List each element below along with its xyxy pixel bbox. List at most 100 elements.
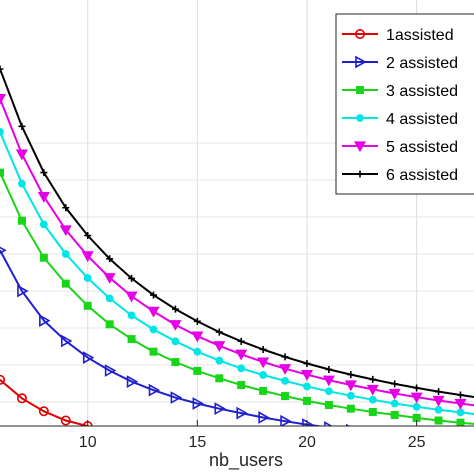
data-point xyxy=(0,128,4,136)
x-ticks: 10 15 20 25 xyxy=(79,420,426,451)
data-point xyxy=(215,374,224,383)
data-point xyxy=(435,434,444,444)
data-point xyxy=(410,392,423,404)
series-2 xyxy=(0,246,444,444)
data-point xyxy=(302,396,311,405)
series-line-1 xyxy=(0,379,92,426)
data-point xyxy=(82,351,95,364)
data-point xyxy=(300,370,314,381)
data-point xyxy=(281,377,289,385)
data-point xyxy=(235,349,248,361)
data-point xyxy=(325,387,333,396)
data-point xyxy=(39,253,48,262)
data-point xyxy=(193,347,202,356)
data-point xyxy=(192,397,204,410)
series-5 xyxy=(0,93,474,410)
series-3 xyxy=(0,168,474,426)
data-point xyxy=(59,225,72,237)
x-tick-label-10: 10 xyxy=(79,434,97,451)
data-point xyxy=(37,192,50,203)
x-axis-label: nb_users xyxy=(209,450,283,471)
data-point xyxy=(127,335,136,344)
legend-marker xyxy=(355,55,367,69)
legend-marker xyxy=(356,114,364,122)
legend-label: 5 assisted xyxy=(386,139,458,156)
data-point xyxy=(61,250,70,258)
data-point xyxy=(17,284,29,298)
data-point xyxy=(0,168,4,177)
data-point xyxy=(0,374,5,385)
data-point xyxy=(347,371,355,379)
data-point xyxy=(81,251,94,263)
data-point xyxy=(259,345,267,353)
data-point xyxy=(125,291,138,303)
data-point xyxy=(281,392,290,401)
data-point xyxy=(17,216,26,225)
data-point xyxy=(193,366,202,375)
data-point xyxy=(412,456,420,464)
data-point xyxy=(412,402,421,411)
legend: 1assisted 2 assisted 3 assisted 4 assisted 5… xyxy=(335,13,474,195)
data-point xyxy=(105,427,113,435)
data-point xyxy=(38,406,49,417)
legend-label: 6 assisted xyxy=(386,167,458,184)
data-point xyxy=(368,395,377,404)
data-point xyxy=(435,388,443,396)
data-point xyxy=(434,457,442,465)
data-point xyxy=(191,331,204,343)
legend-item-1: 1assisted xyxy=(342,27,454,44)
legend-label: 2 assisted xyxy=(386,55,458,72)
data-point xyxy=(368,407,377,416)
data-point xyxy=(0,93,7,105)
series-4 xyxy=(0,128,474,417)
data-point xyxy=(346,404,355,413)
data-point xyxy=(322,375,335,387)
data-point xyxy=(236,406,248,420)
data-point xyxy=(106,255,114,263)
data-point xyxy=(281,353,289,361)
data-point xyxy=(126,375,139,389)
legend-marker xyxy=(354,28,365,39)
legend-item-3: 3 assisted xyxy=(342,83,458,100)
data-point xyxy=(39,220,48,229)
data-point xyxy=(215,328,223,336)
data-point xyxy=(40,169,48,177)
data-point xyxy=(280,414,292,426)
data-point xyxy=(127,431,135,439)
data-point xyxy=(279,364,292,375)
data-point xyxy=(413,384,421,392)
data-point xyxy=(169,320,182,331)
legend-marker xyxy=(353,141,367,153)
data-point xyxy=(18,179,26,188)
x-tick-label-15: 15 xyxy=(188,434,206,451)
legend-label: 4 assisted xyxy=(386,111,458,128)
data-point xyxy=(391,430,400,440)
data-point xyxy=(237,337,245,345)
data-point xyxy=(15,149,28,161)
data-point xyxy=(258,411,270,424)
data-point xyxy=(84,232,92,239)
data-point xyxy=(456,458,464,466)
data-point xyxy=(193,317,201,325)
data-point xyxy=(39,314,51,327)
data-point xyxy=(149,435,157,443)
data-point xyxy=(0,246,7,254)
data-point xyxy=(259,371,268,379)
data-point xyxy=(16,393,27,404)
legend-marker xyxy=(356,86,364,94)
data-point xyxy=(390,410,399,419)
data-point xyxy=(62,204,70,212)
data-point xyxy=(127,311,136,320)
data-point xyxy=(303,360,311,368)
legend-item-6: 6 assisted xyxy=(342,167,458,184)
data-point xyxy=(303,382,311,391)
x-tick-label-20: 20 xyxy=(298,434,316,451)
data-point xyxy=(456,391,464,399)
data-point xyxy=(147,306,160,318)
data-point xyxy=(456,408,465,417)
data-point xyxy=(237,380,246,389)
data-point xyxy=(454,398,467,410)
data-point xyxy=(128,274,136,282)
series-6 xyxy=(0,65,474,399)
